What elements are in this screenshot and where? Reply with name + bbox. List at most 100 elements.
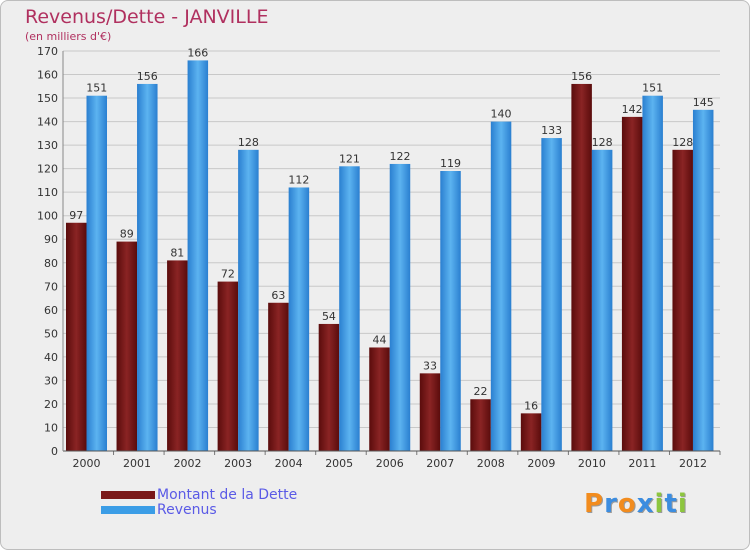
y-tick-label: 80	[44, 257, 58, 270]
y-tick-label: 100	[37, 210, 58, 223]
logo-letter: t	[664, 489, 678, 519]
data-label-revenus: 128	[592, 136, 613, 149]
bar-revenus	[86, 95, 107, 452]
x-tick-label: 2001	[123, 457, 151, 470]
legend-item-revenus: Revenus	[101, 501, 297, 518]
data-label-dette: 128	[672, 136, 693, 149]
data-label-revenus: 133	[541, 124, 562, 137]
y-tick-label: 140	[37, 116, 58, 129]
bar-dette	[369, 347, 390, 451]
data-label-revenus: 140	[491, 108, 512, 121]
data-label-dette: 97	[69, 209, 83, 222]
data-label-dette: 81	[170, 246, 184, 259]
bar-revenus	[440, 171, 461, 451]
bar-revenus	[339, 166, 360, 451]
data-label-dette: 44	[372, 333, 386, 346]
bar-dette	[318, 323, 340, 451]
data-label-dette: 89	[120, 228, 134, 241]
data-label-revenus: 112	[288, 173, 309, 186]
legend-swatch-revenus	[101, 505, 155, 514]
bar-dette	[66, 222, 87, 451]
x-tick-label: 2003	[224, 457, 252, 470]
bar-revenus	[591, 149, 613, 451]
data-label-dette: 156	[571, 70, 592, 83]
logo-letter: i	[654, 489, 665, 519]
legend-swatch-dette	[101, 490, 155, 499]
bar-revenus	[692, 109, 714, 451]
y-tick-label: 0	[51, 445, 58, 458]
legend-label-dette: Montant de la Dette	[157, 486, 298, 503]
y-tick-label: 20	[44, 398, 58, 411]
bar-revenus	[288, 187, 310, 451]
data-label-dette: 63	[271, 289, 285, 302]
data-label-revenus: 128	[238, 136, 259, 149]
x-tick-label: 2000	[73, 457, 101, 470]
bars	[66, 60, 714, 452]
chart-title: Revenus/Dette - JANVILLE	[25, 6, 269, 28]
bar-dette	[672, 149, 693, 451]
bar-dette	[470, 399, 491, 451]
data-labels: 97 151 89 156 81 166 72 128 63 112 54 121 44 122 33 119…	[69, 46, 713, 412]
data-label-dette: 72	[221, 268, 235, 281]
bar-revenus	[137, 83, 158, 452]
y-axis-ticks: 0 10 20 30 40 50 60 70 80 90 100 110 120 130 140 150 160…	[37, 45, 58, 458]
x-tick-label: 2010	[578, 457, 606, 470]
data-label-revenus: 151	[86, 82, 107, 95]
data-label-revenus: 166	[187, 46, 208, 59]
data-label-revenus: 121	[339, 152, 360, 165]
data-label-dette: 142	[622, 103, 643, 116]
bar-dette	[621, 116, 643, 451]
y-tick-label: 10	[44, 421, 58, 434]
data-label-revenus: 122	[389, 150, 410, 163]
x-tick-label: 2005	[325, 457, 353, 470]
x-tick-label: 2007	[426, 457, 454, 470]
y-tick-label: 150	[37, 92, 58, 105]
legend-label-revenus: Revenus	[157, 501, 217, 518]
x-tick-label: 2012	[679, 457, 707, 470]
data-label-revenus: 145	[693, 96, 714, 109]
legend-item-dette: Montant de la Dette	[101, 486, 298, 503]
y-tick-label: 90	[44, 233, 58, 246]
bar-revenus	[490, 121, 512, 452]
logo-letter: x	[636, 489, 655, 519]
bar-dette	[116, 241, 138, 451]
bar-revenus	[541, 138, 562, 451]
y-tick-label: 50	[44, 327, 58, 340]
bar-revenus	[238, 149, 259, 451]
logo-letter: P	[584, 489, 605, 519]
x-tick-label: 2011	[628, 457, 656, 470]
logo-letter: r	[604, 489, 618, 519]
data-label-dette: 16	[524, 399, 538, 412]
bar-dette	[419, 373, 441, 451]
data-label-dette: 33	[423, 359, 437, 372]
logo-letter: o	[617, 489, 637, 519]
x-axis-ticks: 2000 2001 2002 2003 2004 2005 2006 2007 2008 2009…	[73, 451, 721, 470]
y-tick-label: 110	[37, 186, 58, 199]
x-tick-label: 2002	[174, 457, 202, 470]
y-tick-label: 30	[44, 374, 58, 387]
data-label-revenus: 151	[642, 82, 663, 95]
bar-revenus	[389, 163, 411, 452]
proxiti-logo: Proxiti	[584, 489, 688, 519]
bar-dette	[167, 260, 188, 451]
y-tick-label: 130	[37, 139, 58, 152]
bar-dette	[217, 281, 239, 451]
y-tick-label: 170	[37, 45, 58, 58]
x-tick-label: 2004	[275, 457, 303, 470]
x-tick-label: 2008	[477, 457, 505, 470]
bar-dette	[520, 413, 542, 451]
data-label-dette: 54	[322, 310, 336, 323]
y-tick-label: 60	[44, 304, 58, 317]
legend: Montant de la Dette Revenus	[101, 486, 298, 518]
x-tick-label: 2009	[527, 457, 555, 470]
data-label-revenus: 119	[440, 157, 461, 170]
data-label-dette: 22	[474, 385, 488, 398]
y-tick-label: 160	[37, 69, 58, 82]
logo-letter: i	[677, 489, 688, 519]
x-tick-label: 2006	[376, 457, 404, 470]
bar-dette	[571, 83, 592, 452]
data-label-revenus: 156	[137, 70, 158, 83]
y-tick-label: 70	[44, 280, 58, 293]
